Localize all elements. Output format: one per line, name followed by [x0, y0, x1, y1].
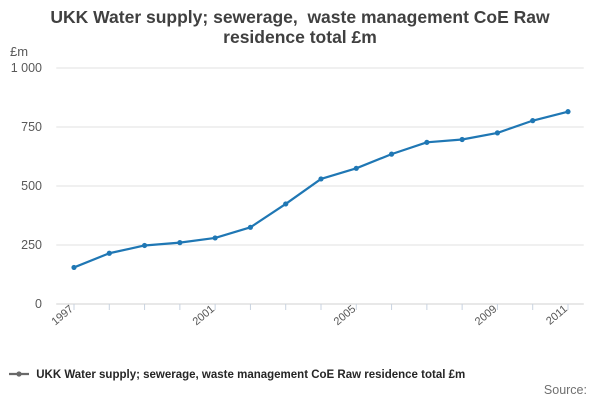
svg-text:500: 500 [21, 179, 42, 193]
svg-text:1 000: 1 000 [11, 61, 42, 75]
svg-text:2009: 2009 [473, 303, 499, 328]
svg-text:2005: 2005 [332, 303, 358, 328]
svg-text:0: 0 [35, 297, 42, 311]
svg-text:£m: £m [10, 44, 28, 59]
svg-text:2001: 2001 [191, 303, 217, 328]
svg-text:2011: 2011 [544, 303, 570, 327]
svg-text:250: 250 [21, 238, 42, 252]
svg-text:750: 750 [21, 120, 42, 134]
svg-text:1997: 1997 [49, 303, 75, 328]
